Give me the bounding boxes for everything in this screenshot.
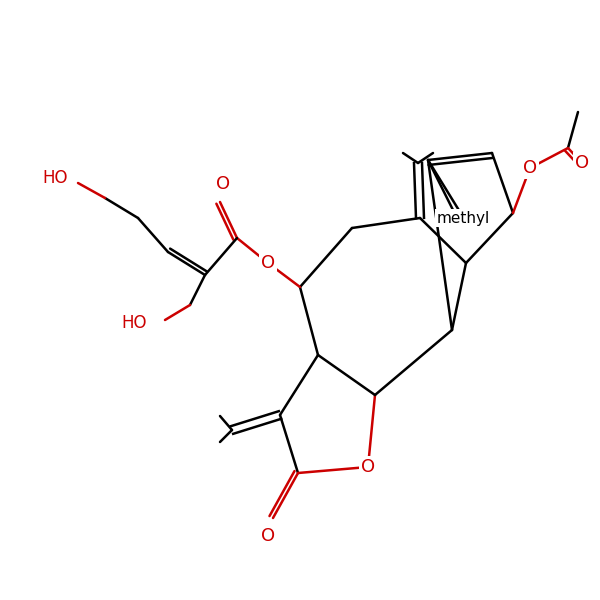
Text: O: O	[361, 458, 375, 476]
Text: O: O	[261, 254, 275, 272]
Text: O: O	[523, 159, 537, 177]
Text: O: O	[575, 154, 589, 172]
Text: O: O	[216, 175, 230, 193]
Text: HO: HO	[43, 169, 68, 187]
Text: HO: HO	[121, 314, 147, 332]
Text: O: O	[261, 527, 275, 545]
Text: methyl: methyl	[436, 211, 490, 226]
